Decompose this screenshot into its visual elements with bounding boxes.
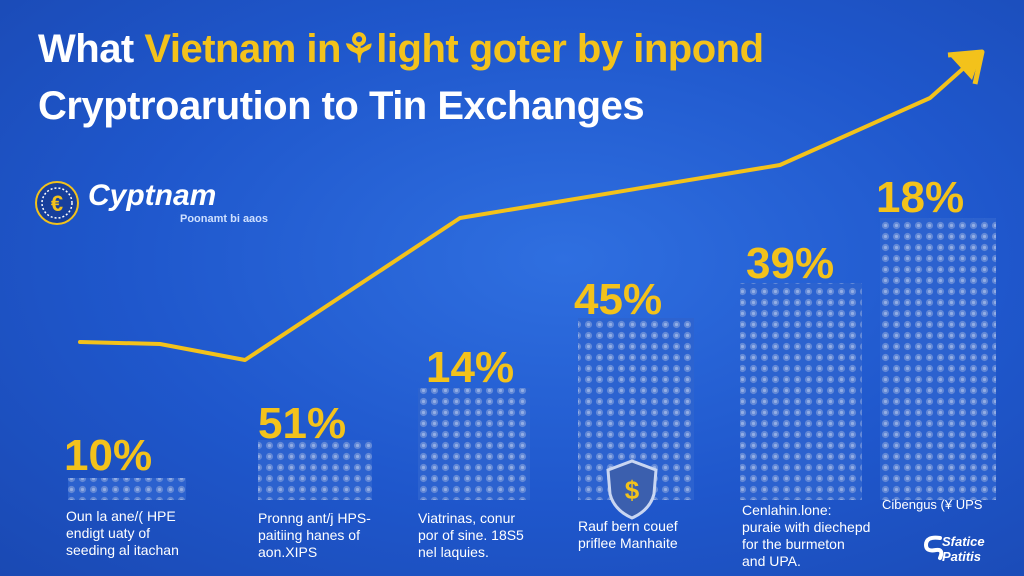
corner-label: Sfatice Patitis — [942, 534, 985, 564]
bar-3 — [418, 388, 530, 500]
arrow-head-icon — [950, 52, 982, 80]
bar-value-label-1: 10% — [64, 431, 152, 480]
bar-caption-4: Rauf bern couef priflee Manhaite — [578, 518, 678, 551]
svg-text:$: $ — [625, 475, 640, 505]
chart-title-line-1: What Vietnam in⚘light goter by inpond — [38, 26, 764, 72]
title-part-1: What — [38, 27, 145, 71]
bar-1 — [68, 478, 186, 500]
bar-value-label-6: 18% — [876, 173, 964, 222]
bar-2 — [258, 440, 372, 500]
bar-caption-6: Cibengus (¥ UPS — [882, 497, 983, 512]
bar-5 — [740, 283, 862, 500]
title-emblem-icon: ⚘ — [340, 27, 377, 71]
logo-name: Cyptnam — [88, 179, 217, 212]
bar-caption-2: Pronng ant/j HPS- paitiing hanes of aon.… — [258, 510, 371, 560]
arrow-head-stroke — [947, 49, 985, 85]
bar-caption-3: Viatrinas, conur por of sine. 18S5 nel l… — [418, 510, 524, 560]
logo-subtitle: Poonamt bi aaos — [180, 213, 269, 225]
brand-logo: € Cyptnam Poonamt bi aaos — [34, 180, 268, 226]
title-part-3: light goter by inpond — [376, 27, 764, 71]
title-part-2: Vietnam in — [144, 27, 341, 71]
bar-value-label-5: 39% — [746, 239, 834, 288]
coin-globe-icon: € — [35, 181, 79, 225]
bar-value-label-4: 45% — [574, 275, 662, 324]
chart-title-line-2: Cryptroarution to Tin Exchanges — [38, 84, 645, 128]
bar-caption-1: Oun la ane/( HPE endigt uaty of seeding … — [66, 508, 179, 558]
trend-line — [78, 56, 977, 362]
bar-caption-5: Cenlahin.lone: puraie with diechepd for … — [742, 502, 871, 569]
bar-6 — [880, 218, 996, 500]
bar-value-label-3: 14% — [426, 343, 514, 392]
svg-text:€: € — [51, 191, 63, 216]
swirl-logo-icon — [923, 535, 944, 560]
bar-value-label-2: 51% — [258, 399, 346, 448]
dollar-shield-icon: $ — [606, 459, 658, 520]
